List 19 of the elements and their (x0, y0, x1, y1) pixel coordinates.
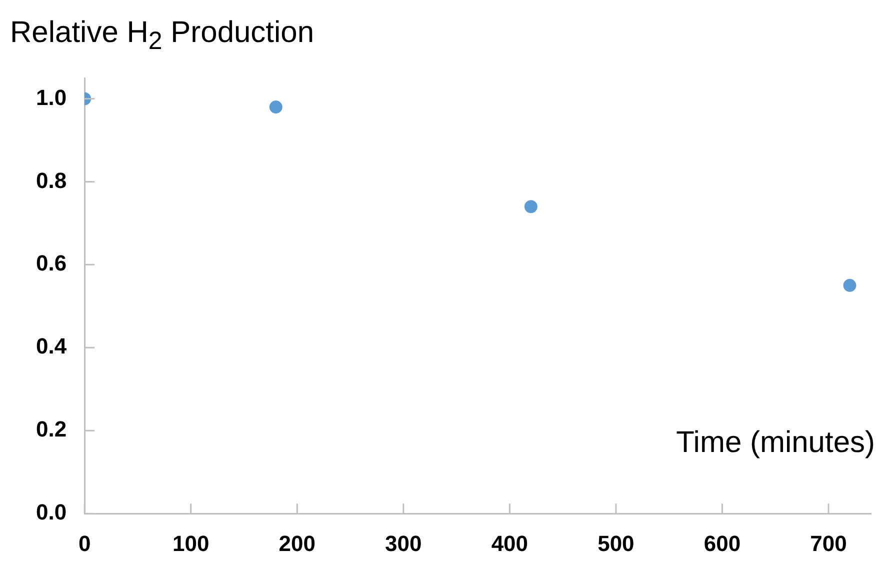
point (524, 200, 538, 214)
x-axis-title: Time (minutes) (676, 426, 875, 460)
x-tick-label: 0 (78, 530, 91, 556)
x-tick-label: 300 (385, 530, 422, 556)
x-tick-label: 400 (491, 530, 528, 556)
point (843, 278, 856, 292)
point (269, 100, 282, 114)
y-tick-label: 0.2 (36, 416, 67, 442)
y-tick-label: 0.6 (36, 250, 67, 276)
x-tick-label: 100 (172, 530, 210, 556)
y-axis-title: Relative H$_{2}$ Production (10, 16, 314, 56)
y-tick-label: 1.0 (36, 84, 67, 110)
x-tick-label: 600 (704, 530, 741, 556)
x-tick-label: 700 (810, 530, 847, 556)
y-tick-label: 0.0 (36, 500, 67, 525)
x-tick-label: 200 (278, 530, 316, 556)
x-tick-label: 500 (598, 530, 634, 556)
y-tick-label: 0.8 (36, 168, 67, 193)
y-tick-label: 0.4 (36, 334, 68, 359)
